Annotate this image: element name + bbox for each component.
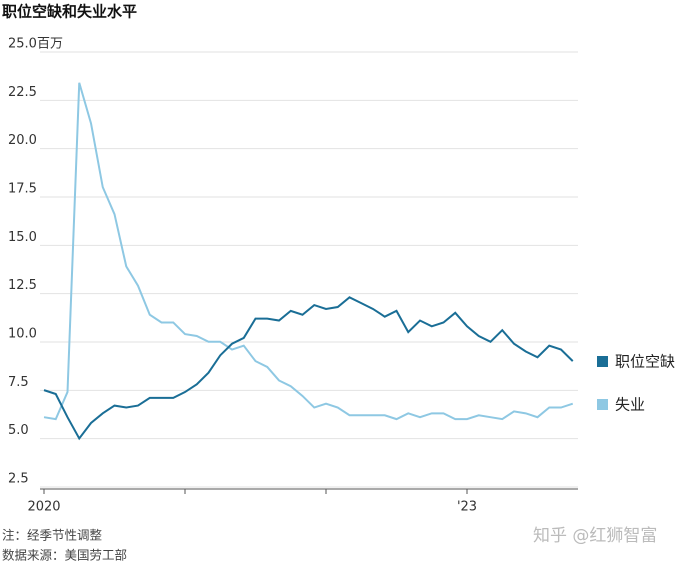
x-tick-label: 2020 bbox=[27, 500, 60, 515]
watermark: 知乎 @红狮智富 bbox=[533, 526, 657, 546]
x-tick-label: '23 bbox=[457, 500, 477, 515]
y-tick-label: 15.0 bbox=[8, 230, 37, 245]
y-tick-label: 17.5 bbox=[8, 182, 37, 197]
y-tick-label: 5.0 bbox=[8, 423, 29, 438]
legend-label: 失业 bbox=[615, 396, 645, 414]
y-tick-label: 12.5 bbox=[8, 278, 37, 293]
y-tick-label: 22.5 bbox=[8, 85, 37, 100]
y-tick-label: 7.5 bbox=[8, 375, 29, 390]
y-tick-label: 2.5 bbox=[8, 472, 29, 487]
legend-swatch bbox=[597, 356, 608, 367]
y-tick-label: 10.0 bbox=[8, 327, 37, 342]
legend-swatch bbox=[597, 399, 608, 410]
series-line bbox=[43, 296, 574, 441]
y-tick-label: 20.0 bbox=[8, 133, 37, 148]
chart-title: 职位空缺和失业水平 bbox=[2, 3, 137, 21]
legend-label: 职位空缺 bbox=[615, 353, 675, 371]
y-tick-label: 25.0百万 bbox=[8, 37, 63, 52]
note: 注：经季节性调整 bbox=[2, 528, 103, 543]
series-line bbox=[43, 82, 574, 421]
note: 数据来源：美国劳工部 bbox=[2, 548, 127, 563]
